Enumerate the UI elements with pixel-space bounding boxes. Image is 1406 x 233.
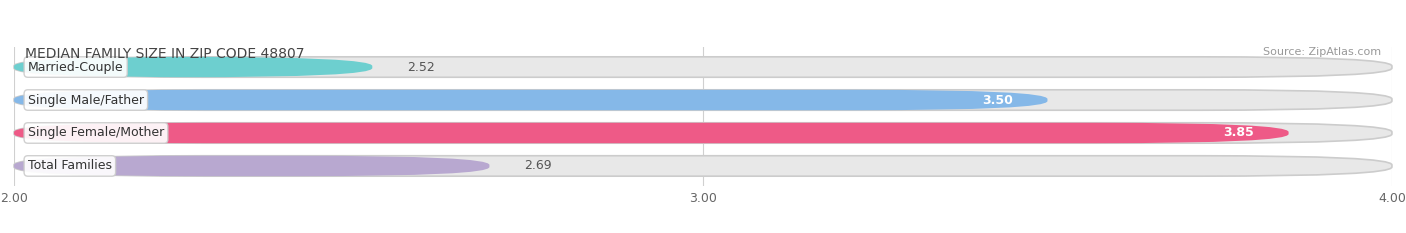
Text: MEDIAN FAMILY SIZE IN ZIP CODE 48807: MEDIAN FAMILY SIZE IN ZIP CODE 48807 [25,47,305,61]
Text: Total Families: Total Families [28,159,112,172]
Text: 2.52: 2.52 [406,61,434,74]
FancyBboxPatch shape [14,156,1392,176]
FancyBboxPatch shape [14,90,1392,110]
Text: 2.69: 2.69 [524,159,551,172]
FancyBboxPatch shape [14,156,489,176]
FancyBboxPatch shape [14,57,373,77]
Text: Single Male/Father: Single Male/Father [28,93,143,106]
FancyBboxPatch shape [14,90,1047,110]
Text: 3.50: 3.50 [983,93,1014,106]
FancyBboxPatch shape [14,123,1289,143]
FancyBboxPatch shape [14,123,1392,143]
Text: 3.85: 3.85 [1223,127,1254,140]
Text: Married-Couple: Married-Couple [28,61,124,74]
Text: Source: ZipAtlas.com: Source: ZipAtlas.com [1263,47,1381,57]
FancyBboxPatch shape [14,57,1392,77]
Text: Single Female/Mother: Single Female/Mother [28,127,165,140]
